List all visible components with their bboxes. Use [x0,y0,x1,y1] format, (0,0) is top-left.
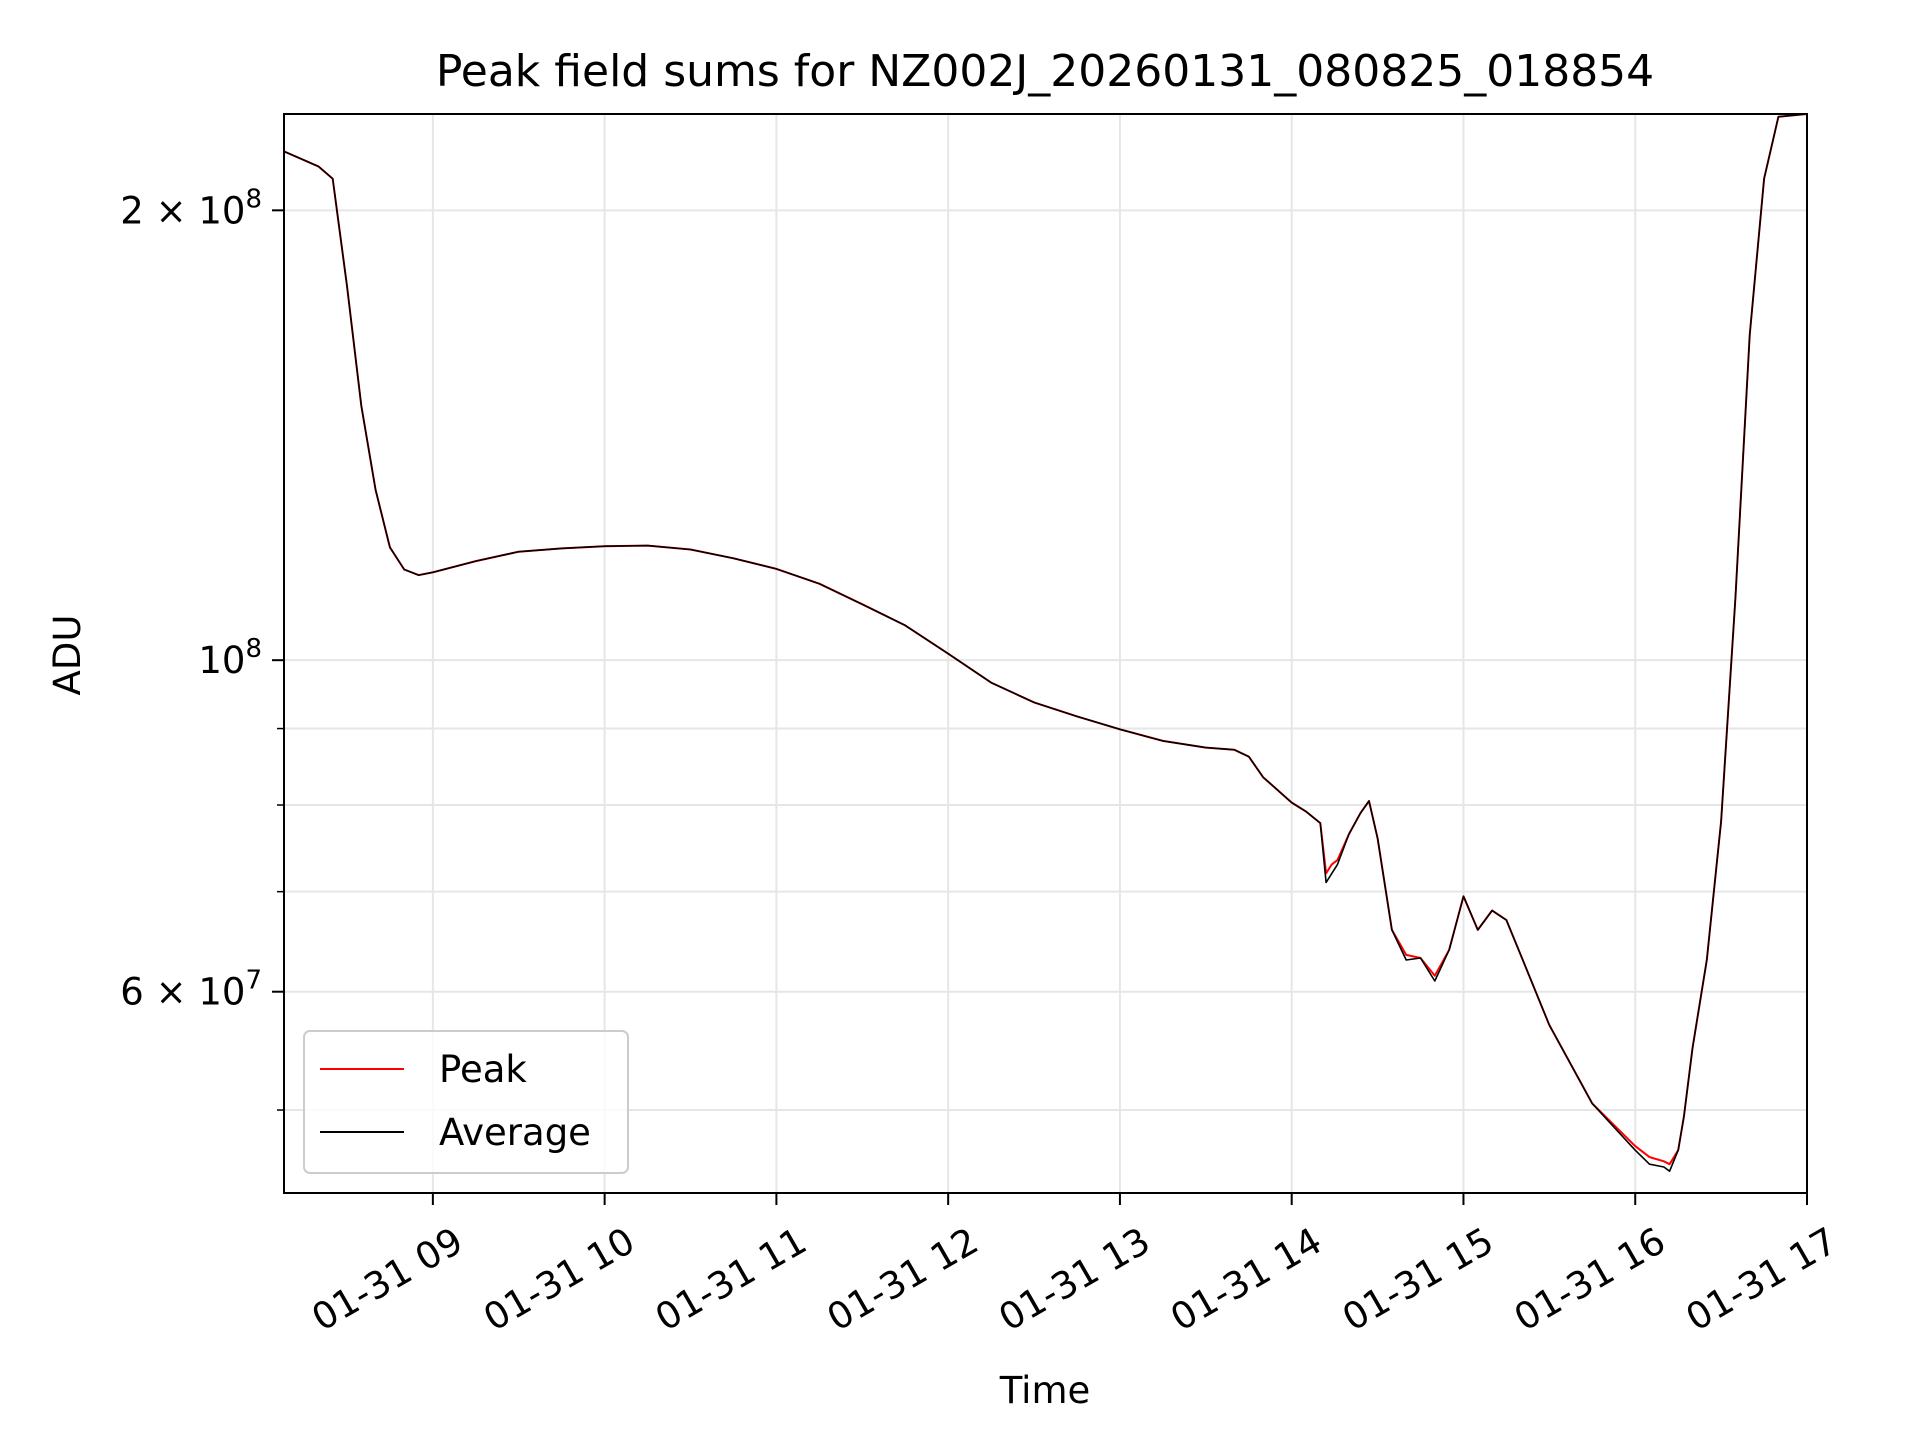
plot-frame [283,113,1808,1194]
grid [284,114,1808,1193]
x-tick-label: 01-31 11 [648,1219,814,1339]
chart-title: Peak field sums for NZ002J_20260131_0808… [436,46,1654,97]
plot-lines [284,114,1807,1172]
x-axis: 01-31 09 01-31 10 01-31 11 01-31 12 01-31 13… [305,1193,1845,1340]
y-tick-base: 2 × 10 [120,189,245,232]
legend-label: Average [439,1111,591,1154]
series-line-peak [284,114,1807,1166]
legend-box [303,1030,629,1174]
x-tick-label: 01-31 14 [1163,1219,1329,1339]
x-tick-label: 01-31 15 [1335,1219,1501,1339]
x-tick-label: 01-31 17 [1679,1219,1845,1339]
x-tick-label: 01-31 13 [992,1219,1158,1339]
y-axis-label: ADU [46,615,89,696]
y-tick-exponent: 7 [245,966,262,996]
y-tick-exponent: 8 [245,184,262,214]
y-tick-label: 6 × 107 [120,966,262,1014]
legend-label: Peak [439,1048,527,1091]
x-tick-label: 01-31 12 [820,1219,986,1339]
x-axis-label: Time [999,1369,1091,1412]
x-tick-label: 01-31 16 [1507,1219,1673,1339]
x-tick-label: 01-31 09 [305,1219,471,1339]
y-tick-exponent: 8 [245,634,262,664]
y-tick-base: 6 × 10 [120,971,245,1014]
y-tick-label: 2 × 108 [120,184,262,232]
series-line-average [284,114,1807,1172]
legend: Peak Average [303,1030,629,1174]
y-tick-label: 108 [198,634,262,682]
x-tick-label: 01-31 10 [476,1219,642,1339]
y-tick-base: 10 [198,639,245,682]
